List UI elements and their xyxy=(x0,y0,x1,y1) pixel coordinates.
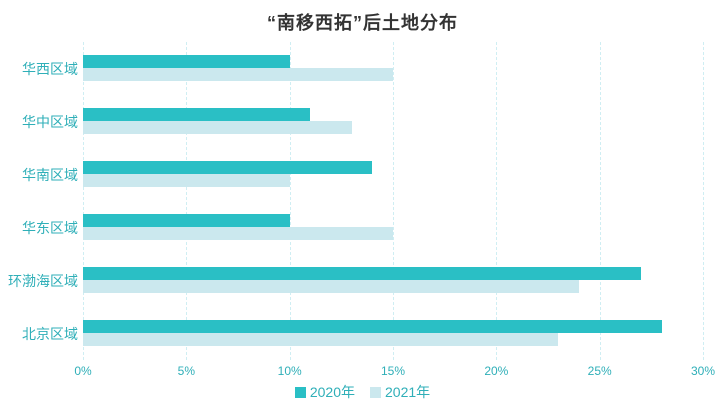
bar-2020年-环渤海区域 xyxy=(83,267,641,280)
category-label-4: 环渤海区域 xyxy=(8,272,78,289)
bar-2020年-北京区域 xyxy=(83,320,662,333)
bar-2021年-环渤海区域 xyxy=(83,280,579,293)
gridline-15% xyxy=(393,42,394,360)
bar-2021年-华中区域 xyxy=(83,121,352,134)
legend-label-2020年: 2020年 xyxy=(309,384,355,400)
bar-2020年-华西区域 xyxy=(83,55,290,68)
bar-group-0 xyxy=(83,42,703,95)
bar-2020年-华南区域 xyxy=(83,161,373,174)
category-label-1: 华中区域 xyxy=(22,113,78,130)
bar-group-1 xyxy=(83,95,703,148)
x-tick-label-10%: 10% xyxy=(277,364,302,378)
bar-group-5 xyxy=(83,307,703,360)
x-tick-label-15%: 15% xyxy=(380,364,406,378)
x-tick-label-0%: 0% xyxy=(74,364,92,378)
bar-2020年-华中区域 xyxy=(83,108,311,121)
legend-swatch-2020年 xyxy=(294,386,306,398)
bar-group-2 xyxy=(83,148,703,201)
legend-swatch-2021年 xyxy=(370,386,381,398)
legend: 2020年 2021年 xyxy=(0,382,725,402)
bar-group-4 xyxy=(83,254,703,307)
bar-2021年-华东区域 xyxy=(83,227,393,240)
bar-2021年-北京区域 xyxy=(83,333,559,346)
gridline-5% xyxy=(186,42,188,360)
bar-group-3 xyxy=(83,201,703,254)
gridline-25% xyxy=(599,42,601,360)
gridline-30% xyxy=(703,42,704,360)
bar-2020年-华东区域 xyxy=(83,214,290,227)
x-tick-label-30%: 30% xyxy=(690,364,716,378)
category-label-2: 华南区域 xyxy=(22,166,78,183)
legend-item-2020年: 2020年 xyxy=(294,382,355,402)
chart-title: “南移西拓”后土地分布 xyxy=(267,13,458,33)
gridline-0% xyxy=(83,42,84,360)
x-tick-label-25%: 25% xyxy=(587,364,612,378)
category-label-5: 北京区域 xyxy=(22,325,78,342)
bar-2021年-华西区域 xyxy=(83,68,393,81)
gridline-20% xyxy=(496,42,498,360)
legend-label-2021年: 2021年 xyxy=(385,384,431,400)
category-label-3: 华东区域 xyxy=(22,219,78,236)
plot-area xyxy=(83,42,704,360)
x-tick-label-20%: 20% xyxy=(484,364,509,378)
x-tick-label-5%: 5% xyxy=(177,364,195,378)
category-label-0: 华西区域 xyxy=(22,60,78,77)
gridline-10% xyxy=(289,42,291,360)
legend-item-2021年: 2021年 xyxy=(370,382,430,402)
bar-2021年-华南区域 xyxy=(83,174,290,187)
